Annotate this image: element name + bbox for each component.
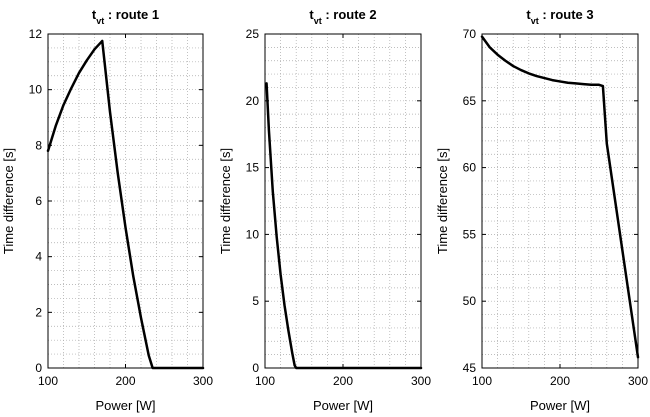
x-tick-label: 100 <box>472 374 492 388</box>
y-tick-label: 55 <box>463 227 477 241</box>
x-tick-label: 300 <box>193 374 213 388</box>
y-tick-label: 12 <box>29 27 43 41</box>
x-tick-label: 200 <box>550 374 570 388</box>
y-tick-label: 2 <box>35 305 42 319</box>
x-tick-label: 200 <box>115 374 135 388</box>
y-tick-label: 25 <box>246 27 260 41</box>
title-subscript: vt <box>531 16 539 26</box>
title-rest: : route 1 <box>104 7 159 22</box>
y-tick-label: 45 <box>463 361 477 375</box>
y-tick-label: 5 <box>252 294 259 308</box>
x-axis-label: Power [W] <box>96 398 156 413</box>
y-tick-label: 0 <box>35 361 42 375</box>
y-tick-label: 0 <box>252 361 259 375</box>
y-tick-label: 70 <box>463 27 477 41</box>
y-tick-label: 4 <box>35 250 42 264</box>
x-tick-label: 100 <box>38 374 58 388</box>
x-axis-label: Power [W] <box>313 398 373 413</box>
chart-title: tvt : route 2 <box>309 7 376 26</box>
chart-panel-2: 100 200 300 0 5 10 15 20 25 Power [W] Time differe… <box>218 7 431 413</box>
title-rest: : route 3 <box>539 7 594 22</box>
chart-panel-1: 100 200 300 0 2 4 6 8 10 12 Power [W] Time differen… <box>1 7 213 413</box>
chart-title: tvt : route 1 <box>92 7 159 26</box>
y-tick-label: 60 <box>463 161 477 175</box>
y-tick-label: 6 <box>35 194 42 208</box>
x-tick-label: 300 <box>628 374 648 388</box>
title-symbol: t <box>309 7 314 22</box>
x-tick-label: 100 <box>255 374 275 388</box>
title-rest: : route 2 <box>322 7 377 22</box>
y-axis-label: Time difference [s] <box>435 148 450 254</box>
x-tick-label: 200 <box>333 374 353 388</box>
series-line-1 <box>46 39 205 370</box>
series-line-1 <box>265 82 423 370</box>
x-axis-label: Power [W] <box>530 398 590 413</box>
y-axis-label: Time difference [s] <box>1 148 16 254</box>
y-tick-label: 20 <box>246 94 260 108</box>
grid <box>265 34 421 368</box>
chart-panel-3: 100 200 300 45 50 55 60 65 70 Power [W] Time diffe… <box>435 7 648 413</box>
y-tick-label: 10 <box>246 227 260 241</box>
grid <box>48 34 203 368</box>
y-tick-label: 50 <box>463 294 477 308</box>
y-tick-label: 10 <box>29 83 43 97</box>
x-tick-label: 300 <box>411 374 431 388</box>
y-tick-label: 15 <box>246 161 260 175</box>
grid <box>482 34 638 368</box>
title-subscript: vt <box>96 16 104 26</box>
title-subscript: vt <box>314 16 322 26</box>
title-symbol: t <box>526 7 531 22</box>
y-axis-label: Time difference [s] <box>218 148 233 254</box>
chart-title: tvt : route 3 <box>526 7 593 26</box>
series-line-1 <box>480 35 640 359</box>
y-tick-label: 8 <box>35 138 42 152</box>
title-symbol: t <box>92 7 97 22</box>
y-tick-label: 65 <box>463 94 477 108</box>
